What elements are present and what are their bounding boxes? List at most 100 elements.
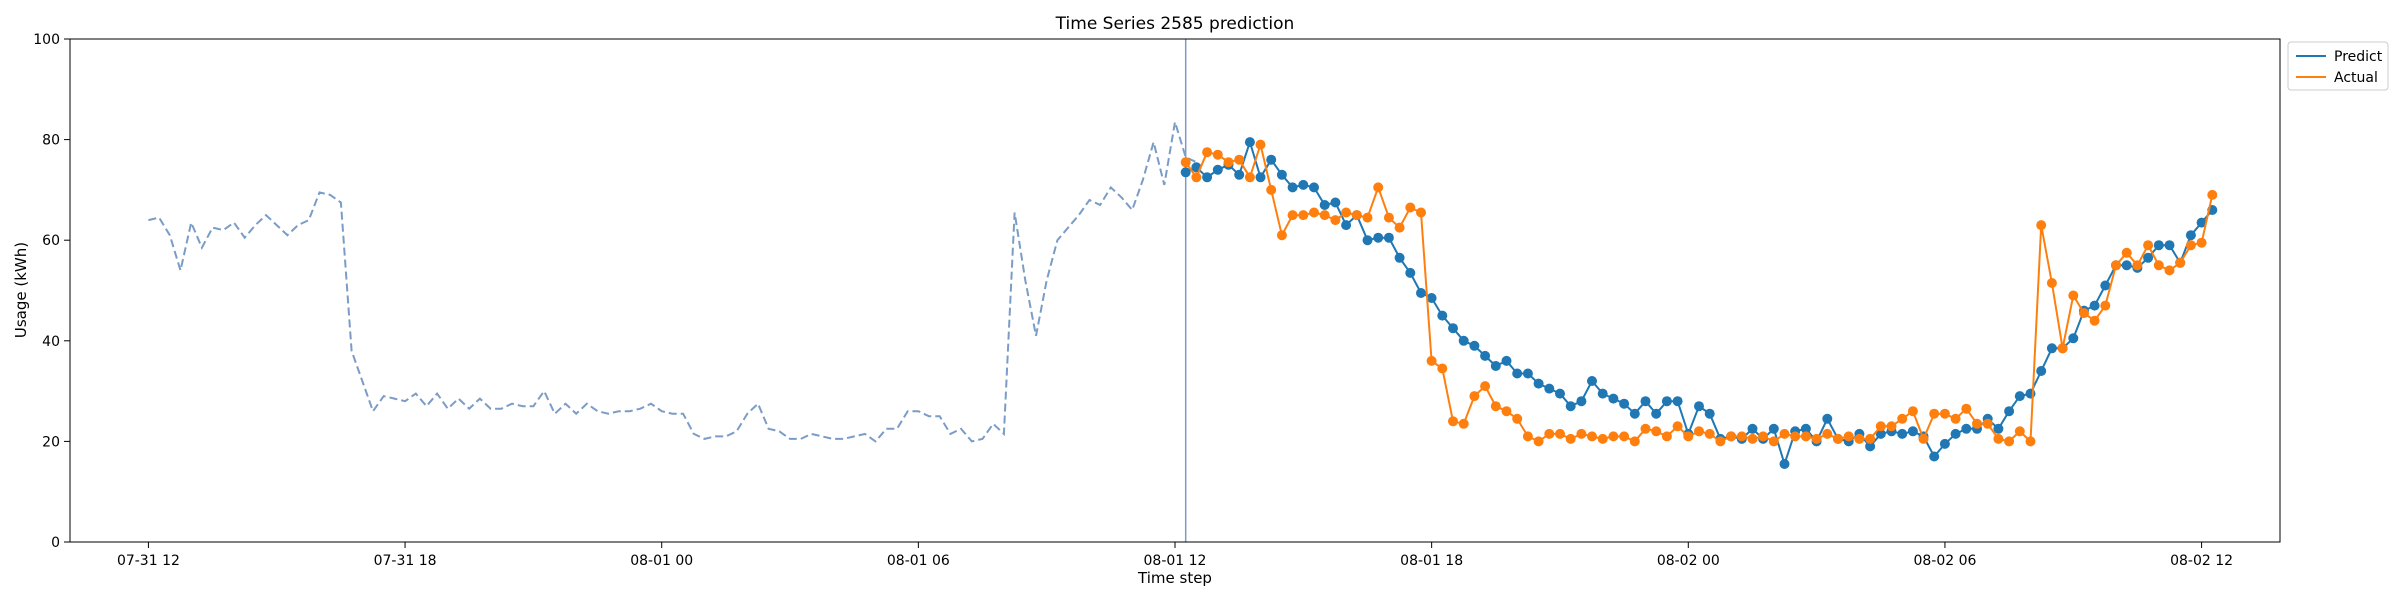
data-point-actual xyxy=(1619,431,1630,442)
data-point-predict xyxy=(1555,388,1565,399)
data-point-actual xyxy=(1576,428,1587,439)
data-point-actual xyxy=(1469,391,1480,402)
y-tick-label: 40 xyxy=(42,334,60,350)
legend-label-actual: Actual xyxy=(2334,70,2378,86)
y-tick-label: 20 xyxy=(42,434,60,450)
data-point-actual xyxy=(1287,210,1298,221)
data-point-predict xyxy=(1875,428,1886,439)
x-axis-label: Time step xyxy=(1137,569,1212,587)
y-tick-label: 80 xyxy=(42,133,60,149)
data-point-actual xyxy=(1555,428,1565,439)
data-point-predict xyxy=(1747,423,1758,434)
data-point-predict xyxy=(1341,220,1352,231)
x-tick-label: 08-02 12 xyxy=(2170,553,2233,569)
data-point-actual xyxy=(1629,436,1640,447)
x-tick-label: 08-01 12 xyxy=(1144,553,1207,569)
data-point-predict xyxy=(1180,167,1191,178)
data-point-actual xyxy=(1448,416,1458,427)
data-point-actual xyxy=(1351,210,1362,221)
data-point-actual xyxy=(1405,202,1416,213)
data-point-predict xyxy=(1640,396,1651,407)
data-point-predict xyxy=(1276,169,1287,180)
data-point-predict xyxy=(1234,169,1245,180)
y-tick-label: 100 xyxy=(33,32,60,48)
data-point-predict xyxy=(1694,401,1704,412)
data-point-actual xyxy=(2014,426,2025,437)
data-point-actual xyxy=(1779,428,1790,439)
data-point-actual xyxy=(2164,265,2175,276)
data-point-actual xyxy=(1811,433,1822,444)
data-point-predict xyxy=(1490,361,1501,371)
x-tick-label: 08-01 00 xyxy=(630,553,693,569)
data-point-predict xyxy=(1950,428,1961,439)
data-point-actual xyxy=(2036,220,2047,231)
data-point-actual xyxy=(1961,403,1972,414)
plot-frame xyxy=(69,38,2281,543)
data-point-actual xyxy=(1758,431,1769,442)
data-point-actual xyxy=(1694,426,1704,437)
data-point-actual xyxy=(2079,308,2089,319)
data-point-predict xyxy=(1608,393,1619,404)
data-point-predict xyxy=(1362,235,1373,246)
data-point-predict xyxy=(1437,310,1448,321)
data-point-actual xyxy=(1939,408,1950,419)
data-point-predict xyxy=(1565,401,1576,412)
data-point-actual xyxy=(1544,428,1555,439)
data-point-predict xyxy=(1961,423,1972,434)
data-point-actual xyxy=(2057,343,2068,354)
data-point-actual xyxy=(2089,315,2100,326)
data-point-actual xyxy=(2143,240,2154,251)
data-point-predict xyxy=(1212,164,1223,175)
data-point-predict xyxy=(1533,378,1544,389)
data-point-actual xyxy=(1768,436,1779,447)
data-point-actual xyxy=(1341,207,1352,218)
data-point-actual xyxy=(1309,207,1319,218)
data-point-predict xyxy=(1458,335,1469,346)
data-point-actual xyxy=(1597,433,1608,444)
data-point-actual xyxy=(1533,436,1544,447)
plot-area xyxy=(148,39,2218,542)
data-point-actual xyxy=(1223,157,1234,168)
data-point-predict xyxy=(1394,252,1405,263)
data-point-predict xyxy=(1373,232,1384,243)
data-point-predict xyxy=(1480,350,1491,361)
data-point-actual xyxy=(2025,436,2036,447)
y-tick-label: 0 xyxy=(51,535,60,551)
data-point-predict xyxy=(2100,280,2111,291)
data-point-actual xyxy=(2132,260,2143,271)
data-point-actual xyxy=(1854,433,1865,444)
data-point-predict xyxy=(2143,252,2154,263)
series-actual xyxy=(1180,139,2218,447)
data-point-actual xyxy=(1565,433,1576,444)
data-point-predict xyxy=(2185,230,2196,241)
x-tick-label: 08-02 06 xyxy=(1913,553,1976,569)
data-point-predict xyxy=(1822,413,1833,424)
data-point-predict xyxy=(1897,428,1908,439)
data-point-actual xyxy=(1683,431,1694,442)
data-point-actual xyxy=(1907,406,1918,417)
series-predict xyxy=(1180,137,2218,469)
data-point-actual xyxy=(1458,418,1469,429)
data-point-actual xyxy=(1362,212,1373,223)
data-point-predict xyxy=(1512,368,1523,379)
data-point-actual xyxy=(1972,418,1982,429)
legend-label-predict: Predict xyxy=(2334,49,2383,65)
data-point-actual xyxy=(1715,436,1726,447)
data-point-predict xyxy=(1416,288,1426,298)
data-point-predict xyxy=(1287,182,1298,193)
data-point-predict xyxy=(1426,293,1437,303)
data-point-actual xyxy=(1373,182,1384,193)
data-point-actual xyxy=(1747,433,1758,444)
data-point-predict xyxy=(2068,333,2079,344)
data-point-predict xyxy=(1244,137,1255,148)
data-point-actual xyxy=(1833,433,1843,444)
data-point-predict xyxy=(2153,240,2164,251)
data-point-predict xyxy=(2036,366,2047,376)
data-point-actual xyxy=(2100,300,2111,311)
data-point-actual xyxy=(1191,172,1202,183)
x-tick-label: 07-31 18 xyxy=(374,553,437,569)
chart-title: Time Series 2585 prediction xyxy=(1055,14,1295,34)
data-point-actual xyxy=(2153,260,2164,271)
